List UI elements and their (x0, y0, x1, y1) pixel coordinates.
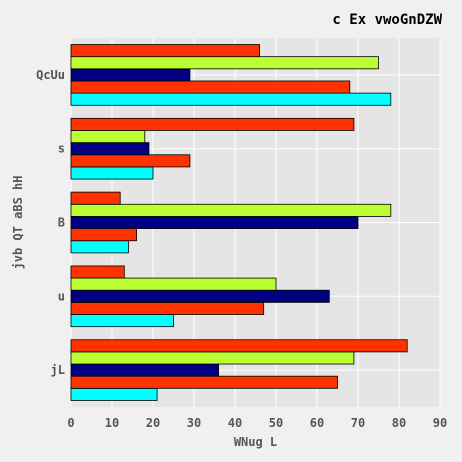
bars (70, 44, 408, 401)
bar (70, 277, 277, 291)
y-axis-label: jvb QT aBS hH (11, 176, 25, 270)
y-tick-labels: jL u Bs QcUu (36, 68, 65, 377)
y-tick-label: jL (51, 363, 65, 377)
bar (70, 314, 174, 328)
bar (70, 301, 265, 315)
x-tick-label: 10 (105, 416, 119, 430)
x-tick-label: 90 (433, 416, 447, 430)
bar (70, 203, 392, 217)
bar (70, 265, 125, 279)
bar (70, 216, 359, 229)
y-tick-label: s (58, 142, 65, 156)
bar (70, 363, 220, 377)
x-tick-label: 60 (310, 416, 324, 430)
x-tick-label: 80 (392, 416, 406, 430)
x-tick-label: 50 (269, 416, 283, 430)
bar (70, 142, 150, 156)
x-tick-label: 70 (351, 416, 365, 430)
y-tick-label: QcUu (36, 68, 65, 82)
x-tick-label: 0 (67, 416, 74, 430)
bar (70, 154, 191, 168)
x-axis-label: WNug L (234, 435, 277, 449)
bar (70, 92, 392, 106)
bar (70, 240, 129, 254)
bar (70, 191, 121, 205)
bar (70, 375, 338, 389)
y-tick-label: u (58, 289, 65, 303)
bar (70, 166, 154, 180)
bar (70, 228, 137, 242)
bar (70, 117, 355, 131)
bar (70, 44, 261, 58)
bar (70, 80, 351, 94)
bar (70, 289, 330, 303)
x-tick-labels: 0 10 20 30 40 50 60 70 80 90 (67, 416, 447, 430)
bar (70, 56, 379, 70)
bar (70, 387, 158, 401)
bar (70, 339, 408, 353)
bar (70, 130, 146, 144)
chart-title: c Ex vwoGnDZW (332, 12, 442, 28)
x-tick-label: 20 (146, 416, 160, 430)
bar (70, 351, 355, 365)
x-tick-label: 30 (187, 416, 201, 430)
x-tick-label: 40 (228, 416, 242, 430)
y-tick-label: B (58, 216, 65, 230)
bar (70, 68, 191, 82)
